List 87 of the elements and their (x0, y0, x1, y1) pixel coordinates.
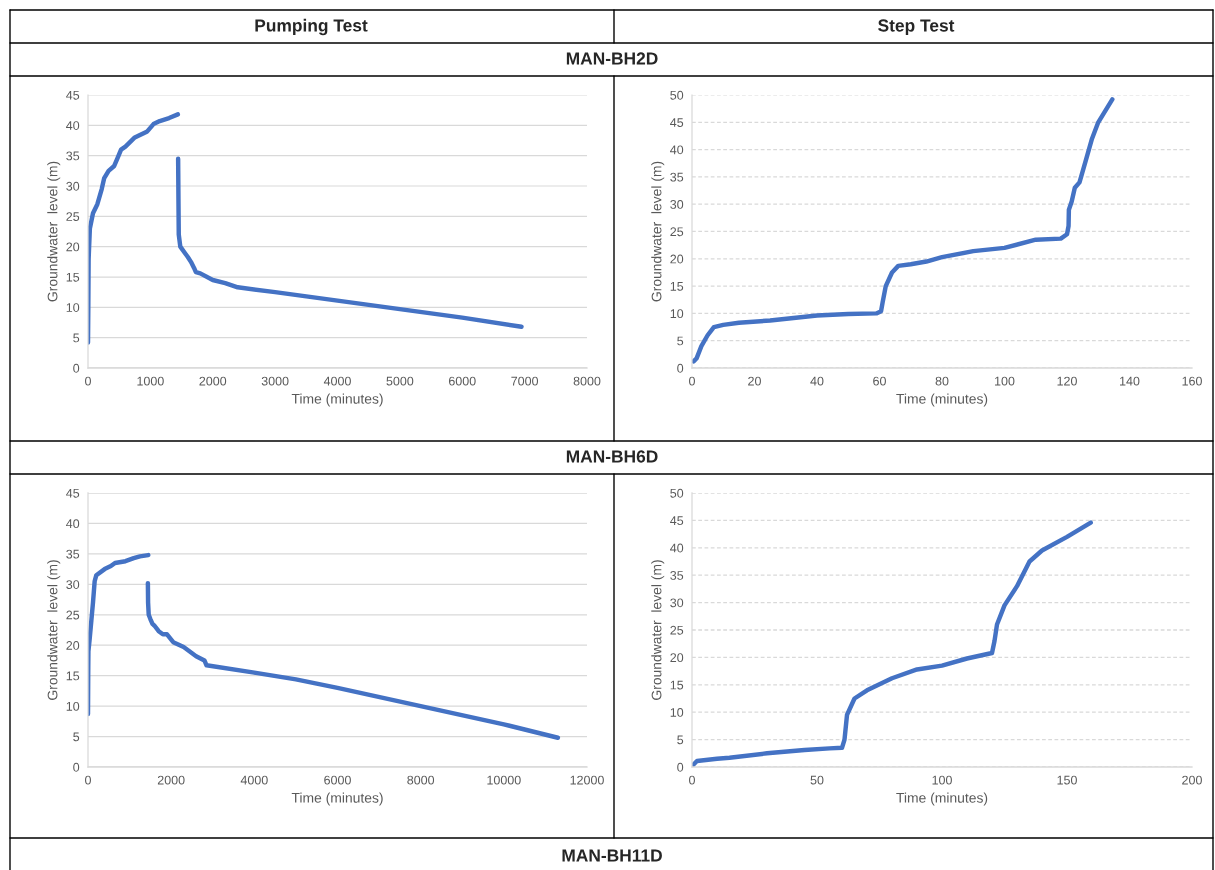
text: MAN-BH2D (566, 52, 658, 65)
y-tick-label: 35 (670, 571, 684, 580)
y-tick-label: 10 (670, 309, 684, 319)
chart-title: Step Test (878, 19, 955, 36)
x-tick-label: 120 (1057, 376, 1077, 386)
x-tick-label: 1000 (137, 376, 164, 386)
x-tick-label: 40 (810, 376, 824, 386)
x-tick-label: 8000 (573, 376, 601, 386)
x-tick-label: 0 (689, 775, 695, 785)
x-tick-label: 0 (85, 775, 91, 785)
y-tick-label: 35 (66, 151, 80, 161)
y-tick-label: 30 (670, 200, 684, 209)
x-tick-label: 0 (689, 376, 695, 386)
x-tick-label: 0 (85, 376, 91, 386)
y-tick-label: 45 (670, 516, 684, 526)
y-axis-title: Groundwater level (m) (651, 560, 665, 700)
y-tick-label: 45 (670, 118, 684, 127)
x-tick-label: 2000 (157, 775, 185, 785)
y-tick-label: 30 (66, 580, 80, 589)
chart-title: Pumping Test (255, 18, 368, 36)
line-series (692, 97, 1115, 364)
y-axis-title: Groundwater level (m) (47, 560, 61, 700)
y-tick-label: 0 (677, 762, 684, 772)
x-tick-label: 20 (748, 376, 761, 386)
y-tick-label: 35 (66, 549, 80, 559)
x-tick-label: 100 (995, 376, 1015, 386)
y-tick-label: 40 (66, 519, 80, 529)
y-tick-label: 20 (66, 242, 80, 252)
x-tick-label: 7000 (511, 376, 539, 386)
x-tick-label: 140 (1120, 376, 1140, 386)
y-tick-label: 15 (670, 680, 684, 690)
x-tick-label: 2000 (199, 376, 227, 386)
x-tick-label: 8000 (407, 775, 435, 785)
y-tick-label: 0 (677, 363, 684, 373)
y-tick-label: 5 (73, 333, 80, 343)
y-tick-label: 30 (670, 598, 684, 608)
y-axis-title: Groundwater level (m) (651, 161, 665, 302)
x-tick-label: 6000 (324, 775, 351, 785)
x-axis-title: Time (minutes) (896, 792, 988, 806)
y-tick-label: 10 (66, 303, 80, 312)
y-tick-label: 50 (670, 90, 684, 100)
y-tick-label: 0 (73, 762, 80, 772)
y-tick-label: 40 (66, 121, 80, 130)
text: MAN-BH6D (566, 450, 658, 463)
x-tick-label: 200 (1182, 775, 1202, 785)
x-tick-label: 50 (810, 775, 824, 785)
x-tick-label: 160 (1182, 376, 1202, 386)
x-tick-label: 80 (935, 376, 949, 386)
x-axis-title: Time (minutes) (291, 393, 383, 407)
y-tick-label: 25 (66, 610, 80, 620)
text: MAN-BH11D (562, 849, 662, 862)
y-tick-label: 15 (670, 282, 684, 291)
line-series (692, 520, 1093, 767)
y-tick-label: 25 (66, 212, 80, 221)
x-tick-label: 12000 (570, 775, 604, 785)
y-axis-title: Groundwater level (m) (47, 161, 61, 302)
x-tick-label: 4000 (240, 775, 268, 785)
x-tick-label: 150 (1057, 775, 1077, 785)
y-tick-label: 0 (73, 363, 80, 373)
y-tick-label: 40 (670, 543, 684, 553)
x-tick-label: 60 (873, 376, 886, 386)
x-tick-label: 3000 (261, 376, 289, 386)
y-tick-label: 40 (670, 145, 684, 155)
x-axis-title: Time (minutes) (291, 792, 383, 806)
y-tick-label: 35 (670, 172, 684, 182)
y-tick-label: 25 (670, 227, 684, 237)
y-tick-label: 5 (677, 336, 684, 346)
y-tick-label: 45 (66, 488, 80, 498)
y-tick-label: 45 (66, 90, 80, 100)
x-tick-label: 4000 (323, 376, 351, 386)
y-tick-label: 15 (66, 272, 80, 282)
y-tick-label: 15 (66, 671, 80, 681)
y-tick-label: 10 (66, 701, 80, 711)
y-tick-label: 20 (66, 641, 80, 650)
y-tick-label: 20 (670, 653, 684, 663)
x-tick-label: 10000 (487, 775, 521, 785)
y-tick-label: 50 (670, 488, 684, 498)
y-tick-label: 5 (677, 735, 684, 745)
x-tick-label: 100 (932, 775, 952, 785)
y-tick-label: 10 (670, 708, 684, 717)
y-tick-label: 5 (73, 732, 80, 742)
x-axis-title: Time (minutes) (896, 393, 988, 407)
x-tick-label: 6000 (448, 376, 476, 386)
y-tick-label: 30 (66, 181, 80, 191)
y-tick-label: 20 (670, 254, 684, 264)
x-tick-label: 5000 (386, 376, 414, 386)
y-tick-label: 25 (670, 625, 684, 635)
